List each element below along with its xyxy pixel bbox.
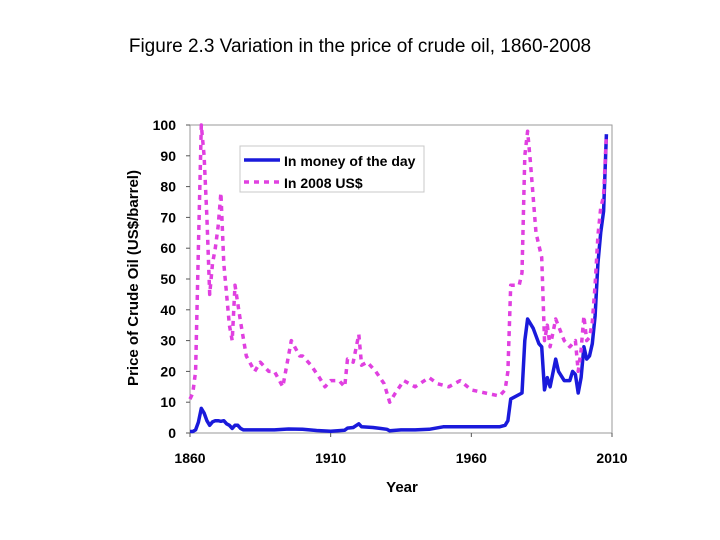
x-tick-label: 2010 [596,450,627,466]
x-axis: 1860 1910 1960 2010 [174,433,628,466]
x-tick-label: 1860 [174,450,205,466]
legend-label-money-of-day: In money of the day [284,153,416,169]
legend: In money of the day In 2008 US$ [239,145,425,193]
page-title: Figure 2.3 Variation in the price of cru… [128,36,592,57]
y-tick-label: 100 [153,117,177,133]
x-axis-label: Year [386,479,418,496]
series-line-2008-usd [188,123,609,404]
y-tick-label: 40 [160,302,176,318]
y-tick-label: 10 [160,394,176,410]
y-tick-label: 20 [160,363,176,379]
x-tick-label: 1910 [315,450,346,466]
y-axis: 0 10 20 30 40 50 60 70 80 90 100 [153,117,190,441]
y-tick-label: 0 [168,425,176,441]
y-tick-label: 90 [160,148,176,164]
y-tick-label: 30 [160,333,176,349]
series-line-money-of-the-day [190,134,609,434]
y-tick-label: 50 [160,271,176,287]
y-tick-label: 60 [160,240,176,256]
y-tick-label: 70 [160,209,176,225]
y-axis-label: Price of Crude Oil (US$/barrel) [125,170,142,386]
series-layer [188,123,609,434]
y-tick-label: 80 [160,179,176,195]
legend-label-2008-usd: In 2008 US$ [284,175,363,191]
legend-box [239,145,425,193]
x-tick-label: 1960 [456,450,487,466]
